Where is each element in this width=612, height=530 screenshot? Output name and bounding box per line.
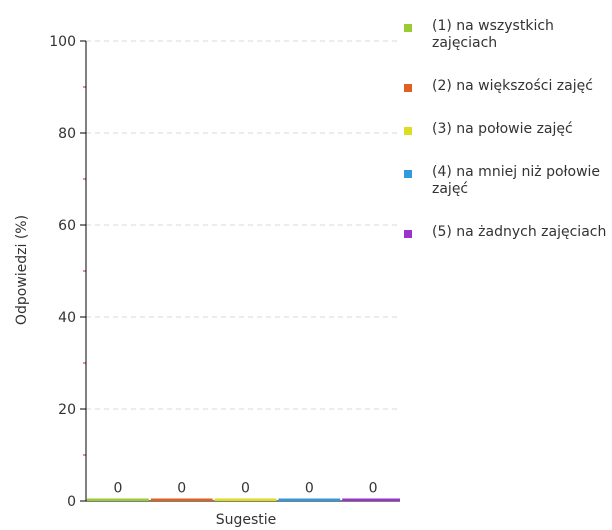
y-tick-labels: 0 20 40 60 80 100 [49, 34, 86, 510]
legend-label: (4) na mniej niż połowie zajęć [432, 164, 600, 197]
legend-item: (2) na większości zajęć [402, 78, 610, 95]
legend-label: (3) na połowie zajęć [432, 121, 573, 137]
data-labels: 0 0 0 0 0 [113, 481, 377, 497]
legend-swatch [404, 230, 412, 238]
legend-swatch [404, 170, 412, 178]
data-label: 0 [113, 481, 122, 497]
y-axis-label: Odpowiedzi (%) [14, 215, 30, 325]
x-axis-label: Sugestie [216, 512, 277, 528]
y-tick-label: 40 [58, 310, 76, 326]
legend-label: (1) na wszystkich zajęciach [432, 18, 554, 51]
data-label: 0 [177, 481, 186, 497]
legend-swatch [404, 24, 412, 32]
data-label: 0 [305, 481, 314, 497]
bar-chart: 0 20 40 60 80 100 0 0 0 0 0 Sugestie Odpowiedzi (… [0, 0, 400, 530]
legend-item: (1) na wszystkich zajęciach [402, 18, 610, 52]
y-tick-label: 80 [58, 126, 76, 142]
legend-label: (5) na żadnych zajęciach [432, 224, 606, 240]
y-tick-label: 60 [58, 218, 76, 234]
legend-item: (3) na połowie zajęć [402, 121, 610, 138]
bar [278, 499, 340, 502]
bar [215, 499, 277, 502]
bar [342, 499, 400, 502]
y-tick-label: 100 [49, 34, 76, 50]
legend-swatch [404, 127, 412, 135]
legend: (1) na wszystkich zajęciach (2) na większ… [402, 18, 610, 241]
bar [87, 499, 149, 502]
grid-lines [86, 41, 400, 409]
data-label: 0 [241, 481, 250, 497]
y-tick-label: 20 [58, 402, 76, 418]
data-label: 0 [369, 481, 378, 497]
legend-label: (2) na większości zajęć [432, 78, 593, 94]
bar [151, 499, 213, 502]
bars [87, 499, 400, 502]
y-tick-label: 0 [67, 494, 76, 510]
legend-item: (4) na mniej niż połowie zajęć [402, 164, 610, 198]
legend-item: (5) na żadnych zajęciach [402, 224, 610, 241]
legend-swatch [404, 84, 412, 92]
